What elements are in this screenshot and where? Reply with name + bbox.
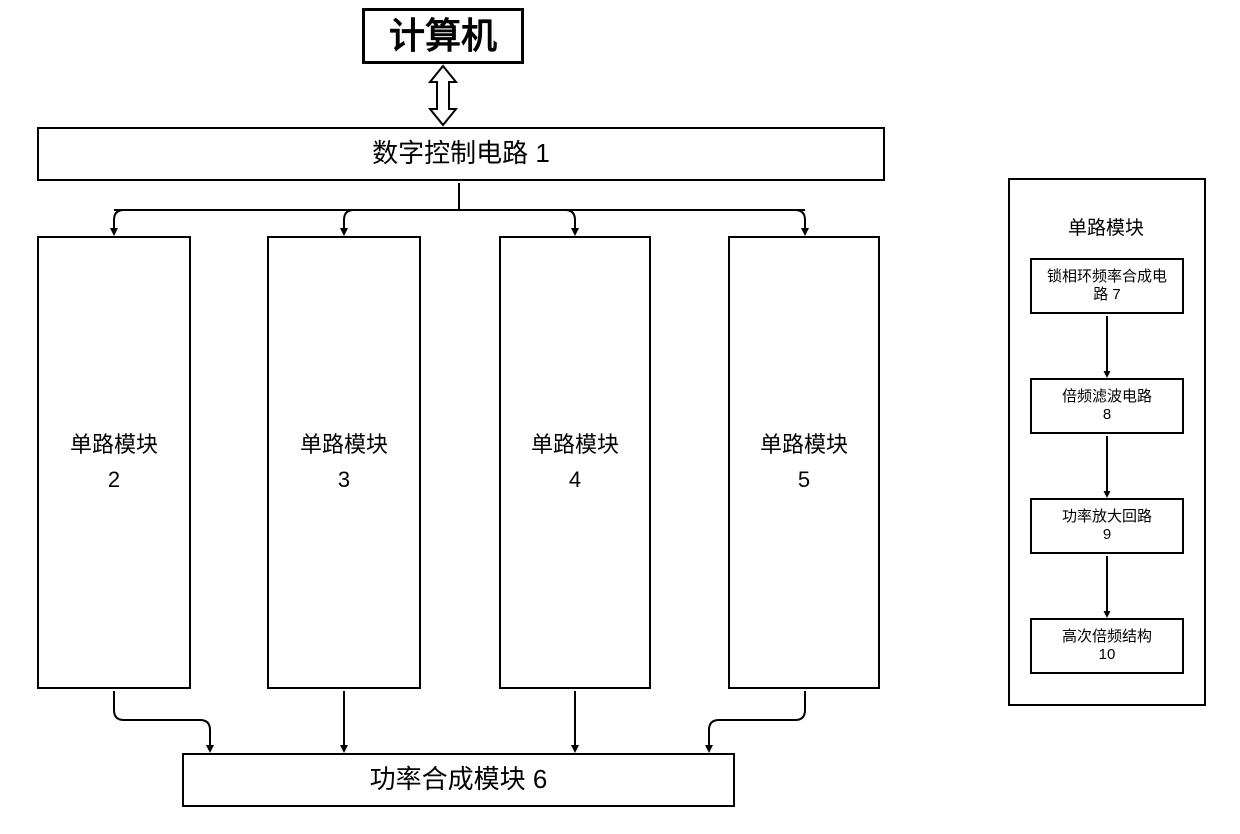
module-number: 3 [338, 466, 350, 495]
fanin-connector [114, 691, 805, 751]
module-label: 单路模块 [300, 431, 388, 460]
module-label: 单路模块 [70, 431, 158, 460]
fanout-connector [114, 183, 805, 234]
detail-block-label: 功率放大回路9 [1062, 508, 1152, 544]
combiner-label: 功率合成模块 6 [370, 763, 548, 797]
controller-label: 数字控制电路 1 [372, 137, 550, 171]
module-number: 5 [798, 466, 810, 495]
module-box-4: 单路模块 4 [499, 236, 651, 689]
module-box-2: 单路模块 2 [37, 236, 191, 689]
controller-box: 数字控制电路 1 [37, 127, 885, 181]
detail-block-8: 倍频滤波电路8 [1030, 378, 1184, 434]
combiner-box: 功率合成模块 6 [182, 753, 735, 807]
detail-block-10: 高次倍频结构10 [1030, 618, 1184, 674]
detail-block-label: 锁相环频率合成电路 7 [1032, 268, 1182, 304]
computer-box: 计算机 [362, 8, 524, 64]
module-label: 单路模块 [531, 431, 619, 460]
detail-block-label: 高次倍频结构10 [1062, 628, 1152, 664]
module-box-5: 单路模块 5 [728, 236, 880, 689]
module-box-3: 单路模块 3 [267, 236, 421, 689]
detail-block-label: 倍频滤波电路8 [1062, 388, 1152, 424]
bidir-arrow-icon [430, 66, 456, 125]
module-number: 4 [569, 466, 581, 495]
detail-block-7: 锁相环频率合成电路 7 [1030, 258, 1184, 314]
module-label: 单路模块 [760, 431, 848, 460]
detail-panel-title: 单路模块 [1068, 213, 1144, 240]
detail-block-9: 功率放大回路9 [1030, 498, 1184, 554]
computer-label: 计算机 [389, 13, 497, 60]
module-number: 2 [108, 466, 120, 495]
